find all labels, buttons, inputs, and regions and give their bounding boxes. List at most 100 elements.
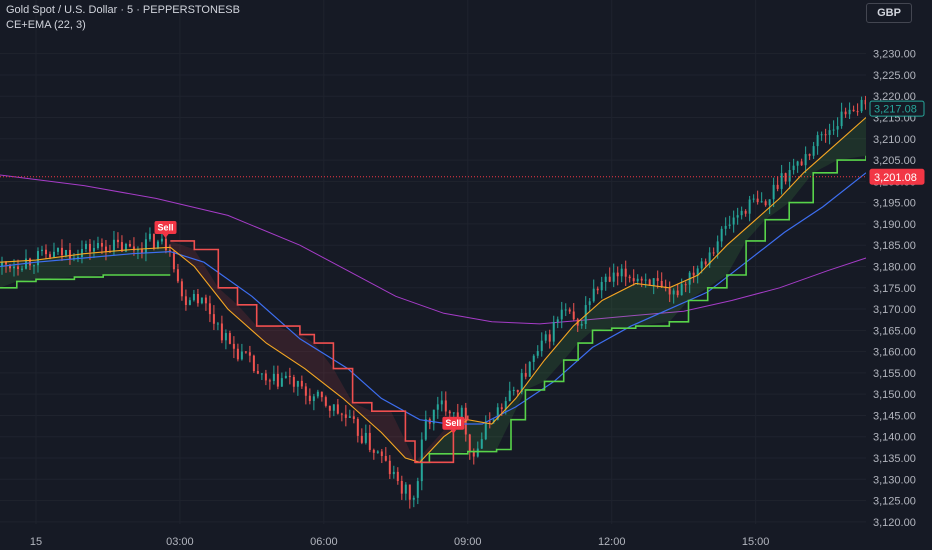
candle <box>684 281 687 293</box>
candle <box>660 272 663 289</box>
candle <box>384 447 387 462</box>
candle <box>440 391 443 412</box>
candle <box>812 141 815 159</box>
time-tick-label: 09:00 <box>454 536 482 548</box>
indicator-title[interactable]: CE+EMA (22, 3) <box>6 19 86 31</box>
price-tick-label: 3,120.00 <box>873 517 916 529</box>
price-tick-label: 3,205.00 <box>873 155 916 167</box>
candle <box>620 264 623 283</box>
candle <box>820 131 823 141</box>
candle <box>804 146 807 174</box>
candle <box>424 410 427 441</box>
candle <box>308 388 311 405</box>
candle <box>728 215 731 229</box>
candle <box>836 117 839 138</box>
candle <box>92 240 95 259</box>
candle <box>548 329 551 349</box>
currency-button[interactable]: GBP <box>866 3 912 23</box>
chart-legend: Gold Spot / U.S. Dollar · 5 · PEPPERSTON… <box>6 3 240 33</box>
last-price-tag-text: 3,217.08 <box>874 104 917 116</box>
last-price-tag: 3,217.08 <box>869 100 925 117</box>
candle <box>200 297 203 305</box>
candle <box>600 276 603 299</box>
candle <box>44 244 47 259</box>
candle <box>296 380 299 396</box>
candle <box>740 206 743 220</box>
candle <box>76 249 79 263</box>
candle <box>412 495 415 508</box>
price-tick-label: 3,210.00 <box>873 134 916 146</box>
candle <box>216 321 219 331</box>
candle <box>816 131 819 155</box>
candle <box>540 332 543 357</box>
candle <box>136 246 139 260</box>
candle <box>128 240 131 248</box>
candle <box>68 243 71 265</box>
candle <box>100 238 103 255</box>
candle <box>436 396 439 419</box>
candle <box>380 448 383 464</box>
candle <box>324 395 327 408</box>
price-tick-label: 3,135.00 <box>873 453 916 465</box>
candle <box>552 315 555 346</box>
candle <box>776 176 779 192</box>
candle <box>152 233 155 251</box>
candle <box>256 363 259 375</box>
candle <box>676 283 679 298</box>
time-tick-label: 15:00 <box>742 536 770 548</box>
candle <box>668 281 671 303</box>
candle <box>648 278 651 286</box>
candle <box>752 194 755 203</box>
candle <box>680 278 683 296</box>
sell-signal-label[interactable]: Sell <box>154 220 177 238</box>
candle <box>596 286 599 295</box>
candle <box>348 409 351 418</box>
candle <box>336 398 339 415</box>
price-tick-label: 3,150.00 <box>873 389 916 401</box>
candle <box>272 365 275 385</box>
price-tick-label: 3,160.00 <box>873 347 916 359</box>
symbol-title[interactable]: Gold Spot / U.S. Dollar · 5 · PEPPERSTON… <box>6 4 240 16</box>
candle <box>316 389 319 399</box>
candle <box>672 288 675 304</box>
sell-signal-label[interactable]: Sell <box>442 416 465 434</box>
price-axis[interactable]: 3,120.00 3,125.00 3,130.00 3,135.00 3,140.00… <box>866 0 932 550</box>
candle <box>480 432 483 450</box>
candle <box>112 230 115 256</box>
sell-signal-text: Sell <box>445 418 461 428</box>
candle <box>640 276 643 288</box>
ema-slow-series <box>0 172 867 425</box>
ce-short-cloud <box>170 240 468 463</box>
candle <box>248 345 251 363</box>
price-tags: 3,217.08 3,201.08 <box>869 100 925 185</box>
candle <box>692 265 695 283</box>
ce-long-cloud-right <box>415 117 866 463</box>
current-price-tag: 3,201.08 <box>869 168 925 185</box>
candle <box>144 232 147 262</box>
candle <box>784 172 787 185</box>
candle <box>232 336 235 359</box>
candle <box>624 260 627 286</box>
time-axis[interactable]: 15 03:00 06:00 09:00 12:00 15:00 <box>0 526 866 550</box>
candle <box>280 372 283 387</box>
candle <box>288 367 291 385</box>
candle <box>416 477 419 505</box>
candle <box>292 374 295 393</box>
candle <box>572 303 575 321</box>
candle <box>832 120 835 135</box>
candle <box>60 239 63 261</box>
ce-long-stop-left <box>0 274 171 289</box>
candle <box>168 244 171 257</box>
price-tick-label: 3,185.00 <box>873 240 916 252</box>
candle <box>132 237 135 256</box>
candle <box>224 329 227 350</box>
candle <box>428 417 431 430</box>
price-tick-label: 3,125.00 <box>873 496 916 508</box>
candle <box>252 354 255 373</box>
candle <box>244 351 247 354</box>
candle <box>24 249 27 270</box>
candle <box>220 315 223 344</box>
candle <box>616 266 619 286</box>
candle <box>712 247 715 257</box>
